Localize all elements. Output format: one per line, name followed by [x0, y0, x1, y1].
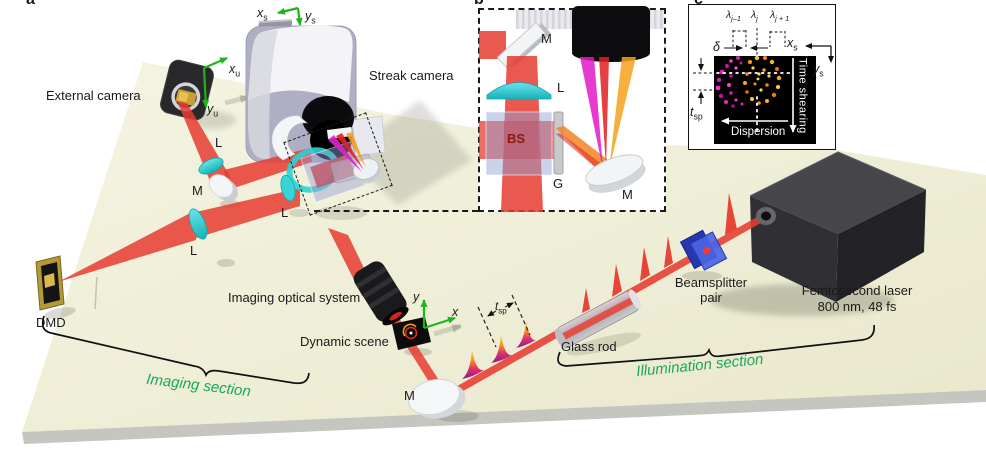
inset-b-lens-label: L — [557, 80, 565, 95]
tsp-main-label: tsp — [495, 301, 507, 315]
imaging-optical-system-label: Imaging optical system — [228, 290, 361, 305]
module-highlight-dashed-box — [283, 112, 393, 216]
glass-rod-label: Glass rod — [561, 339, 617, 354]
scene-y-axis-label: y — [413, 290, 420, 304]
beam-module-to-objective — [328, 228, 376, 296]
yu-axis-label: yu — [207, 102, 218, 119]
inset-c-xs-base: x — [787, 36, 794, 50]
beam-objective-to-mirror — [385, 309, 444, 393]
panel-label-c: c — [694, 0, 703, 9]
inset-connector-dashed-line — [314, 210, 478, 212]
lambda-j-base: λ — [751, 9, 757, 21]
panel-label-a: a — [26, 0, 35, 9]
streak-camera-top-block — [256, 20, 292, 45]
inset-b-mirror-bottom-label: M — [622, 187, 633, 202]
ghost-arrow-external-camera — [224, 94, 250, 106]
inset-c-xs-sub: s — [793, 42, 798, 53]
lambda-next-sub: j + 1 — [775, 14, 790, 24]
scene-x-axis-arrow — [423, 316, 456, 330]
lambda-j-label: λj — [751, 9, 758, 24]
inset-b-beamsplitter-label: BS — [507, 131, 526, 146]
laser-aperture — [756, 207, 776, 225]
beamsplitter-pair — [679, 229, 728, 271]
imaging-section-brace — [41, 315, 310, 385]
beam-dmd-to-lens — [58, 210, 196, 282]
lambda-next-label: λj + 1 — [770, 9, 790, 24]
scene-x-axis-label: x — [452, 305, 459, 319]
dmd-label: DMD — [36, 315, 66, 330]
dmd-chip — [35, 255, 65, 311]
xs-axis-arrow — [277, 6, 299, 15]
beamsplitter-pair-label-line1: Beamsplitter — [674, 275, 748, 290]
inset-c-tsp-label: tsp — [690, 105, 703, 122]
ghost-arrow-dynamic-scene — [433, 323, 462, 337]
tsp-sub: sp — [498, 306, 507, 316]
inset-c-xs-label: xs — [787, 36, 798, 53]
dispersion-label: Dispersion — [731, 126, 786, 138]
lens-l2 — [188, 208, 208, 240]
yu-axis-arrow — [202, 67, 210, 108]
illumination-section-label: Illumination section — [635, 350, 765, 381]
camera-sensor — [175, 89, 197, 106]
xs-base: x — [257, 6, 264, 20]
inset-c-tsp-sub: sp — [693, 111, 703, 122]
external-camera-label: External camera — [46, 88, 141, 103]
lens-l1 — [198, 157, 224, 175]
mirror-m1 — [208, 174, 234, 198]
lambda-next-base: λ — [770, 9, 776, 21]
xu-sub: u — [235, 68, 241, 79]
ys-base: y — [305, 9, 312, 23]
stretched-pulses — [462, 321, 536, 379]
beamsplitter-pair-label-line2: pair — [700, 290, 722, 305]
xs-axis-label: xs — [257, 6, 268, 23]
delta-label: δ — [713, 40, 720, 54]
inset-b-grating-label: G — [553, 176, 564, 191]
inset-c-ys-sub: s — [819, 68, 824, 79]
xu-axis-label: xu — [229, 62, 240, 79]
yu-sub: u — [213, 108, 219, 119]
laser-label-line2: 800 nm, 48 fs — [817, 299, 897, 314]
streak-camera-label: Streak camera — [369, 68, 454, 83]
lambda-j-sub: j — [756, 14, 758, 24]
ys-sub: s — [311, 15, 316, 26]
laser-label-line1: Femtosecond laser — [801, 283, 913, 298]
lambda-prev-sub: j–1 — [731, 14, 741, 24]
mirror-m1-label: M — [192, 183, 203, 198]
lens-l3 — [280, 174, 296, 202]
lens-l2-label: L — [190, 243, 198, 258]
femtosecond-laser — [749, 151, 927, 302]
inset-b-mirror-top-label: M — [541, 31, 552, 46]
dynamic-scene-label: Dynamic scene — [300, 334, 389, 349]
xs-sub: s — [263, 12, 268, 23]
ys-axis-label: ys — [305, 9, 316, 26]
beam-camera-to-mirror — [177, 101, 231, 186]
optical-table-front-edge — [22, 390, 986, 444]
lens-l1-label: L — [215, 135, 223, 150]
ys-axis-arrow — [295, 7, 303, 26]
lambda-prev-label: λj–1 — [726, 9, 741, 24]
time-shearing-label: Time shearing — [796, 58, 809, 134]
xu-axis-arrow — [203, 56, 228, 70]
mirror-m2-label: M — [404, 388, 415, 403]
lambda-prev-base: λ — [726, 9, 732, 21]
imaging-section-label: Imaging section — [145, 370, 252, 401]
panel-label-b: b — [474, 0, 484, 9]
lens-l3-label: L — [281, 205, 289, 220]
inset-b-detail-box — [478, 8, 666, 212]
inset-c-ys-label: ys — [813, 62, 824, 79]
dynamic-scene-target — [392, 317, 431, 350]
